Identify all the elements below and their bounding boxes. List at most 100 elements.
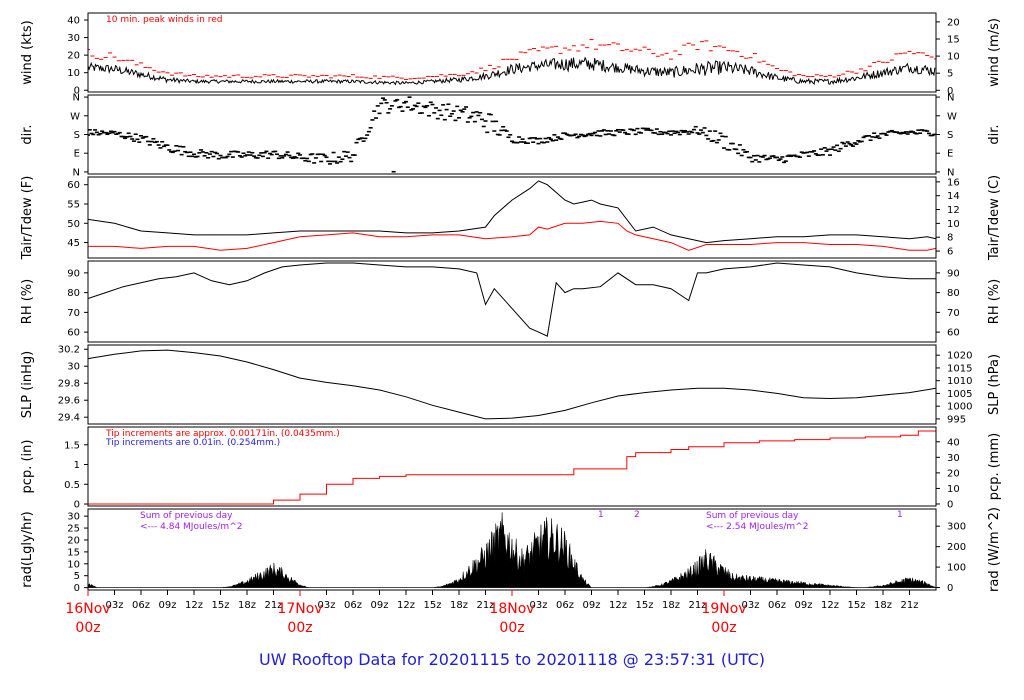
ytick-label-right: 0 [947,86,953,97]
ylabel-left-slp: SLP (inHg) [20,351,35,419]
panel-wind: 0 10 20 30 40 0 5 10 15 20 wind (kts) wind (m/s) 10 … [20,12,1002,97]
ylabel-right-slp: SLP (hPa) [987,354,1002,415]
xtick-label: 09z [371,600,389,611]
xtick-label: 03z [742,600,760,611]
plot-area-wind [88,39,936,86]
ytick-label-left: 0 [74,86,80,97]
plot-area-rad [88,512,936,588]
ytick-label-right: 10 [947,484,960,495]
xtick-label: 06z [768,600,786,611]
ylabel-left-pcp: pcp. (in) [20,440,35,494]
ytick-label-right: 1005 [947,389,972,400]
ytick-label-left: 30.2 [58,345,80,356]
ytick-label-right: 70 [947,308,960,319]
ylabel-right-wind: wind (m/s) [987,18,1002,87]
ytick-label-right: 1020 [947,351,972,362]
ytick-label-left: S [74,130,80,141]
series-wind-0 [88,56,936,86]
ytick-label-left: 29.4 [58,413,80,424]
xtick-label: 12z [397,600,415,611]
ytick-label-left: 80 [67,288,80,299]
ytick-label-left: 20 [67,51,80,62]
ytick-label-left: 60 [67,180,80,191]
ytick-label-left: 29.8 [58,379,80,390]
ytick-label-left: 0.5 [64,480,80,491]
panel-frame-pcp [87,426,937,507]
ytick-label-right: 1000 [947,402,972,413]
plot-area-pcp [88,430,936,505]
plot-area-dir [88,96,936,173]
xtick-label: 09z [159,600,177,611]
xtick-label: 12z [821,600,839,611]
ytick-label-right: 40 [947,437,960,448]
xtick-label: 18z [874,600,892,611]
series-temp-0 [88,180,936,244]
annotation-rad: 1 [598,510,604,520]
day-tick-date: 18Nov [489,601,534,617]
panel-frame-temp [87,176,937,259]
ytick-label-right: E [947,149,953,160]
panel-rh: 60 70 80 90 60 70 80 90 RH (%) RH (%) [20,260,1002,343]
xtick-label: 15z [424,600,442,611]
annotation-rad: <--- 2.54 MJoules/m^2 [706,522,808,532]
ytick-label-left: 5 [74,571,80,582]
day-tick-date: 17Nov [277,601,322,617]
ytick-label-left: 20 [67,535,80,546]
panel-pcp: 0 0.5 1 1.5 0 10 20 30 40 pcp. (in) pcp. (mm) Tip i… [20,426,1002,511]
annotation-pcp: Tip increments are 0.01in. (0.254mm.) [105,438,280,448]
ytick-label-left: 30 [67,33,80,44]
ytick-label-right: 8 [947,233,953,244]
footer-title: UW Rooftop Data for 20201115 to 20201118… [258,650,766,669]
ytick-label-right: 995 [947,414,966,425]
x-axis: 03z 06z 09z 12z 15z 18z 21z 03z 06z 09z 12z 15z 18z 2… [65,590,918,636]
ytick-label-right: 1015 [947,363,972,374]
xtick-label: 06z [344,600,362,611]
series-wind-1 [88,39,936,80]
ytick-label-left: 29.6 [58,396,80,407]
ylabel-right-pcp: pcp. (mm) [987,433,1002,500]
ytick-label-right: W [947,111,957,122]
annotation-rad: Sum of previous day [706,511,799,521]
xtick-label: 21z [901,600,919,611]
day-tick-time: 00z [711,620,736,636]
xtick-label: 12z [609,600,627,611]
xtick-label: 12z [185,600,203,611]
plot-area-temp [88,180,936,251]
annotation-pcp: Tip increments are approx. 0.00171in. (0… [105,429,340,439]
ylabel-left-rh: RH (%) [20,279,35,324]
ylabel-left-wind: wind (kts) [20,20,35,84]
ytick-label-right: S [947,130,953,141]
xtick-label: 06z [556,600,574,611]
ytick-label-left: 90 [67,268,80,279]
ytick-label-right: 16 [947,177,960,188]
ytick-label-left: 1.5 [64,440,80,451]
ytick-label-right: 1010 [947,376,972,387]
series-pcp-0 [88,430,936,505]
ytick-label-right: 20 [947,468,960,479]
xtick-label: 21z [689,600,707,611]
annotation-rad: <--- 4.84 MJoules/m^2 [140,522,242,532]
ytick-label-left: 50 [67,219,80,230]
panel-frame-wind [87,12,937,93]
ytick-label-right: 10 [947,219,960,230]
ytick-label-left: W [70,111,80,122]
ytick-label-left: 30 [67,362,80,373]
ytick-label-right: 80 [947,288,960,299]
ytick-label-right: 0 [947,499,953,510]
ylabel-right-dir: dir. [987,124,1002,144]
ytick-label-right: 6 [947,247,953,258]
xtick-label: 15z [848,600,866,611]
xtick-label: 09z [795,600,813,611]
series-rad-0 [88,512,936,588]
ylabel-left-rad: rad(Lgly/hr) [20,511,35,587]
ytick-label-left: 15 [67,547,80,558]
ytick-label-right: 15 [947,34,960,45]
series-slp-0 [88,349,936,420]
ylabel-left-dir: dir. [20,124,35,144]
day-tick-time: 00z [499,620,524,636]
xtick-label: 06z [132,600,150,611]
panel-frame-rh [87,260,937,343]
day-tick-time: 00z [75,620,100,636]
